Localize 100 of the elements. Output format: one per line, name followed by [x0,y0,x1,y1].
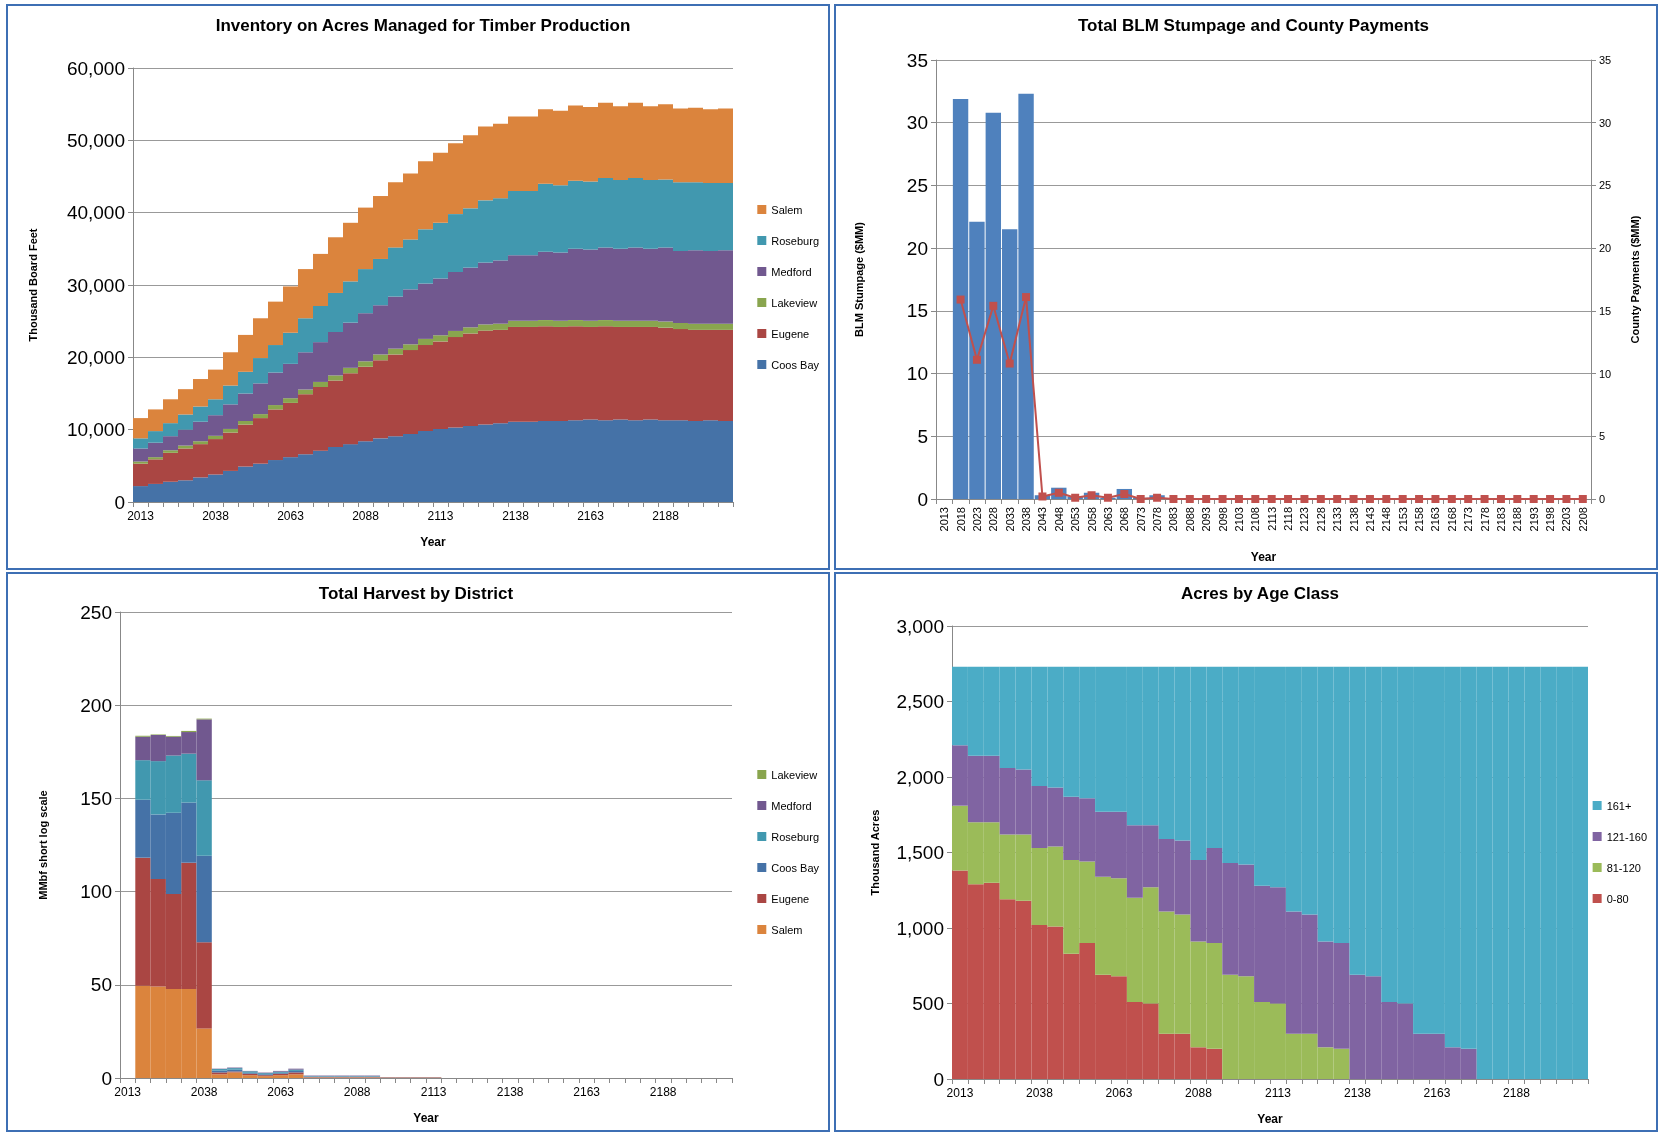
legend-label: Eugene [771,892,810,905]
legend-label: Roseburg [771,830,820,843]
x-tick-label: 2033 [1003,507,1016,532]
x-axis-title: Year [420,535,447,549]
legend-label: Lakeview [771,768,818,781]
x-tick-label: 2088 [1185,1086,1213,1100]
x-axis-title: Year [413,1111,440,1125]
x-tick-label: 2188 [1511,507,1524,532]
chart-title: Total Harvest by District [318,584,514,603]
legend-label: Medford [771,265,812,278]
y-tick-label: 1,500 [896,842,944,863]
x-tick-label: 2063 [1105,1086,1133,1100]
x-tick-label: 2013 [946,1086,974,1100]
y-tick-label: 0 [101,1067,112,1089]
y-tick-label: 1,000 [896,917,944,939]
x-tick-label: 2198 [1544,507,1557,532]
y-tick-label: 5 [917,425,928,447]
x-tick-label: 2153 [1396,507,1409,532]
x-tick-label: 2073 [1134,507,1147,532]
x-tick-label: 2188 [1503,1086,1531,1100]
y-tick-label: 2,000 [896,766,944,788]
legend-label: Coos Bay [771,861,820,874]
y-tick-label: 0 [933,1068,944,1090]
x-tick-label: 2013 [127,509,155,523]
x-tick-label: 2163 [1429,507,1442,532]
x-tick-label: 2178 [1478,507,1491,532]
x-tick-label: 2113 [1265,1086,1292,1100]
x-tick-label: 2158 [1413,507,1426,532]
x-tick-label: 2038 [1026,1086,1054,1100]
x-tick-label: 2038 [202,509,230,523]
x-tick-label: 2048 [1052,507,1065,532]
y2-tick-label: 0 [1599,493,1606,505]
x-tick-label: 2138 [502,509,530,523]
x-tick-label: 2088 [352,509,380,523]
y-tick-label: 60,000 [66,57,125,79]
chart-title: Inventory on Acres Managed for Timber Production [215,16,631,35]
y2-tick-label: 10 [1599,367,1612,380]
x-tick-label: 2163 [577,509,605,523]
y-tick-label: 40,000 [66,202,125,224]
legend-label: 121-160 [1606,830,1648,843]
x-tick-label: 2088 [343,1085,371,1099]
x-tick-label: 2063 [277,509,305,523]
y-tick-label: 35 [906,49,928,71]
x-tick-label: 2068 [1118,507,1131,532]
x-tick-label: 2168 [1445,507,1458,532]
x-tick-label: 2043 [1036,507,1049,532]
x-tick-label: 2203 [1560,507,1573,532]
y-tick-label: 25 [906,174,928,196]
x-tick-label: 2143 [1363,507,1376,532]
y-tick-label: 150 [80,787,112,809]
x-axis-title: Year [1250,550,1277,564]
x-tick-label: 2188 [652,509,680,523]
y-tick-label: 20,000 [66,346,125,368]
legend-label: Salem [771,923,803,936]
x-tick-label: 2163 [573,1085,601,1099]
y-tick-label: 100 [80,881,112,903]
x-axis-title: Year [1257,1112,1284,1126]
x-tick-label: 2053 [1069,507,1082,532]
legend-label: Salem [771,203,803,216]
y-tick-label: 10 [906,363,928,385]
y2-axis-title: County Payments ($MM) [1628,215,1641,344]
x-tick-label: 2193 [1527,507,1540,532]
x-tick-label: 2038 [190,1085,218,1099]
y-tick-label: 30,000 [66,274,125,296]
x-tick-label: 2063 [1101,507,1114,532]
x-tick-label: 2093 [1200,507,1213,532]
y-tick-label: 3,000 [896,615,944,637]
x-tick-label: 2138 [496,1085,524,1099]
y2-tick-label: 5 [1599,430,1606,443]
x-tick-label: 2023 [970,507,983,532]
x-tick-label: 2123 [1298,507,1311,532]
x-tick-label: 2188 [649,1085,677,1099]
x-tick-label: 2183 [1494,507,1507,532]
x-tick-label: 2108 [1249,507,1262,532]
x-tick-label: 2038 [1020,507,1033,532]
x-tick-label: 2118 [1282,507,1295,531]
y2-tick-label: 15 [1599,304,1612,317]
x-tick-label: 2113 [1265,507,1278,531]
x-tick-label: 2063 [267,1085,295,1099]
y2-tick-label: 35 [1599,54,1612,66]
y-axis-title: MMbf short log scale [36,790,49,900]
y-tick-label: 500 [912,993,944,1014]
y-axis-title: Thousand Board Feet [26,228,39,342]
legend-label: Roseburg [771,234,820,247]
legend-label: 161+ [1606,799,1632,812]
y2-tick-label: 25 [1599,179,1612,192]
y-tick-label: 15 [906,300,928,322]
x-tick-label: 2113 [420,1085,447,1099]
x-tick-label: 2103 [1232,507,1245,532]
y-tick-label: 0 [917,488,928,510]
x-tick-label: 2028 [987,507,1000,532]
legend-label: Eugene [771,327,810,340]
y-tick-label: 50 [90,974,112,996]
x-tick-label: 2128 [1314,507,1327,532]
x-tick-label: 2138 [1344,1086,1372,1100]
y-tick-label: 200 [80,694,112,716]
x-tick-label: 2013 [114,1085,142,1099]
legend-label: Medford [771,799,812,812]
x-tick-label: 2083 [1167,507,1180,532]
y2-tick-label: 20 [1599,242,1612,255]
